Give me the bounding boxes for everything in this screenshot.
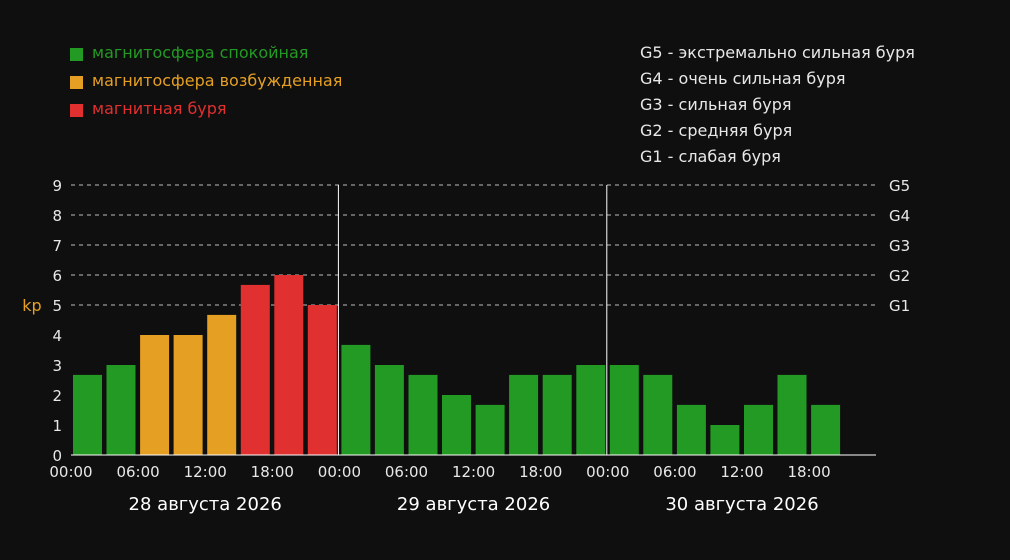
- y-tick-label: 5: [52, 297, 62, 315]
- y-tick-label: 9: [52, 177, 62, 195]
- g-scale-item-g1: G1 - слабая буря: [640, 147, 781, 166]
- x-tick-label: 18:00: [251, 463, 294, 481]
- kp-bar: [576, 365, 606, 455]
- kp-bar: [509, 374, 539, 455]
- kp-bar: [609, 365, 639, 455]
- g-scale-item-g5: G5 - экстремально сильная буря: [640, 43, 915, 62]
- y-tick-label: 1: [52, 417, 62, 435]
- kp-bar: [106, 365, 136, 455]
- x-tick-label: 00:00: [49, 463, 92, 481]
- x-tick-label: 12:00: [720, 463, 763, 481]
- kp-bar: [374, 365, 404, 455]
- y-tick-label: 4: [52, 327, 62, 345]
- x-tick-label: 12:00: [452, 463, 495, 481]
- x-tick-label: 06:00: [116, 463, 159, 481]
- x-tick-label: 18:00: [519, 463, 562, 481]
- right-label-g2: G2: [889, 267, 910, 285]
- right-label-g3: G3: [889, 237, 910, 255]
- kp-bar: [643, 374, 673, 455]
- legend: магнитосфера спокойная магнитосфера возб…: [70, 43, 342, 118]
- y-tick-label: 6: [52, 267, 62, 285]
- kp-bar: [307, 305, 337, 455]
- g-scale-item-g4: G4 - очень сильная буря: [640, 69, 846, 88]
- x-tick-label: 00:00: [586, 463, 629, 481]
- kp-bar: [73, 374, 102, 455]
- kp-bar: [240, 284, 270, 455]
- kp-bar: [710, 425, 740, 455]
- day-label: 29 августа 2026: [397, 494, 550, 515]
- kp-bar: [475, 404, 505, 455]
- legend-label-quiet: магнитосфера спокойная: [92, 43, 308, 62]
- x-tick-label: 06:00: [385, 463, 428, 481]
- kp-bar: [676, 404, 706, 455]
- kp-bar: [140, 335, 170, 455]
- kp-bar: [173, 335, 203, 455]
- x-tick-label: 00:00: [318, 463, 361, 481]
- day-label: 28 августа 2026: [129, 494, 282, 515]
- kp-bar: [811, 404, 841, 455]
- g-scale-legend: G5 - экстремально сильная буря G4 - очен…: [640, 43, 915, 166]
- g-scale-item-g3: G3 - сильная буря: [640, 95, 791, 114]
- legend-label-storm: магнитная буря: [92, 99, 227, 118]
- kp-bar: [542, 374, 572, 455]
- right-label-g4: G4: [889, 207, 910, 225]
- kp-bar: [442, 395, 471, 455]
- kp-bar: [744, 404, 773, 455]
- right-label-g1: G1: [889, 297, 910, 315]
- legend-swatch-active: [70, 76, 83, 89]
- g-scale-item-g2: G2 - средняя буря: [640, 121, 792, 140]
- legend-swatch-quiet: [70, 48, 83, 61]
- y-axis-label: kp: [22, 296, 41, 315]
- y-tick-label: 3: [52, 357, 62, 375]
- y-tick-label: 2: [52, 387, 62, 405]
- y-tick-label: 8: [52, 207, 62, 225]
- x-tick-label: 18:00: [787, 463, 830, 481]
- y-tick-label: 0: [52, 447, 62, 465]
- kp-bar: [274, 275, 304, 455]
- kp-bar: [777, 374, 807, 455]
- kp-bar: [341, 344, 371, 455]
- legend-swatch-storm: [70, 104, 83, 117]
- right-label-g5: G5: [889, 177, 910, 195]
- y-tick-label: 7: [52, 237, 62, 255]
- x-tick-label: 12:00: [184, 463, 227, 481]
- legend-label-active: магнитосфера возбужденная: [92, 71, 342, 90]
- plot-area: G5 G4 G3 G2 G1 0 1 2 3 4 5 6 7 8 9 kp 00:00 06:00 12:00 18:…: [22, 177, 910, 515]
- x-tick-label: 06:00: [653, 463, 696, 481]
- kp-bar: [408, 374, 438, 455]
- day-label: 30 августа 2026: [665, 494, 818, 515]
- kp-bar: [207, 314, 237, 455]
